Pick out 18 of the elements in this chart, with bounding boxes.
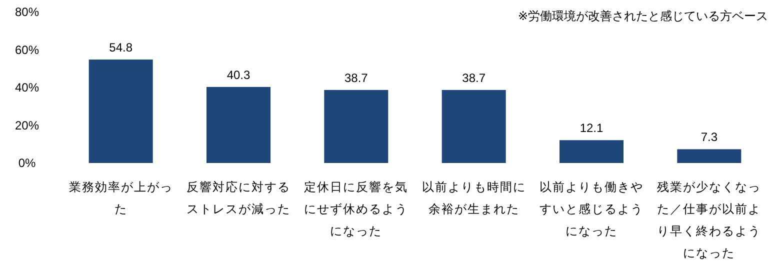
ytick: 80% xyxy=(14,5,40,19)
x-tick-label: 業務効率が上がった xyxy=(68,180,173,216)
data-label: 12.1 xyxy=(580,121,604,136)
ytick: 60% xyxy=(14,42,40,57)
data-label: 7.3 xyxy=(700,130,718,144)
x-tick-label: 反響対応に対するストレスが減った xyxy=(186,180,290,216)
x-tick-label: 定休日に反響を気にせず休めるようになった xyxy=(304,180,408,238)
annotation: ※労働環境が改善されたと感じている方ベース xyxy=(518,9,768,23)
data-label: 38.7 xyxy=(344,70,368,85)
x-tick-label: 残業が少なくなった／仕事が以前より早く終わるようになった xyxy=(657,180,762,260)
x-tick-label: 以前よりも時間に余裕が生まれた xyxy=(422,180,526,216)
ytick: 40% xyxy=(14,80,40,94)
data-label: 38.7 xyxy=(462,70,486,85)
x-tick-label: 以前よりも働きやすいと感じるようになった xyxy=(540,180,644,238)
ytick: 20% xyxy=(14,118,40,132)
data-label: 40.3 xyxy=(226,68,250,82)
ytick: 0% xyxy=(18,156,36,170)
data-label: 54.8 xyxy=(109,40,133,55)
